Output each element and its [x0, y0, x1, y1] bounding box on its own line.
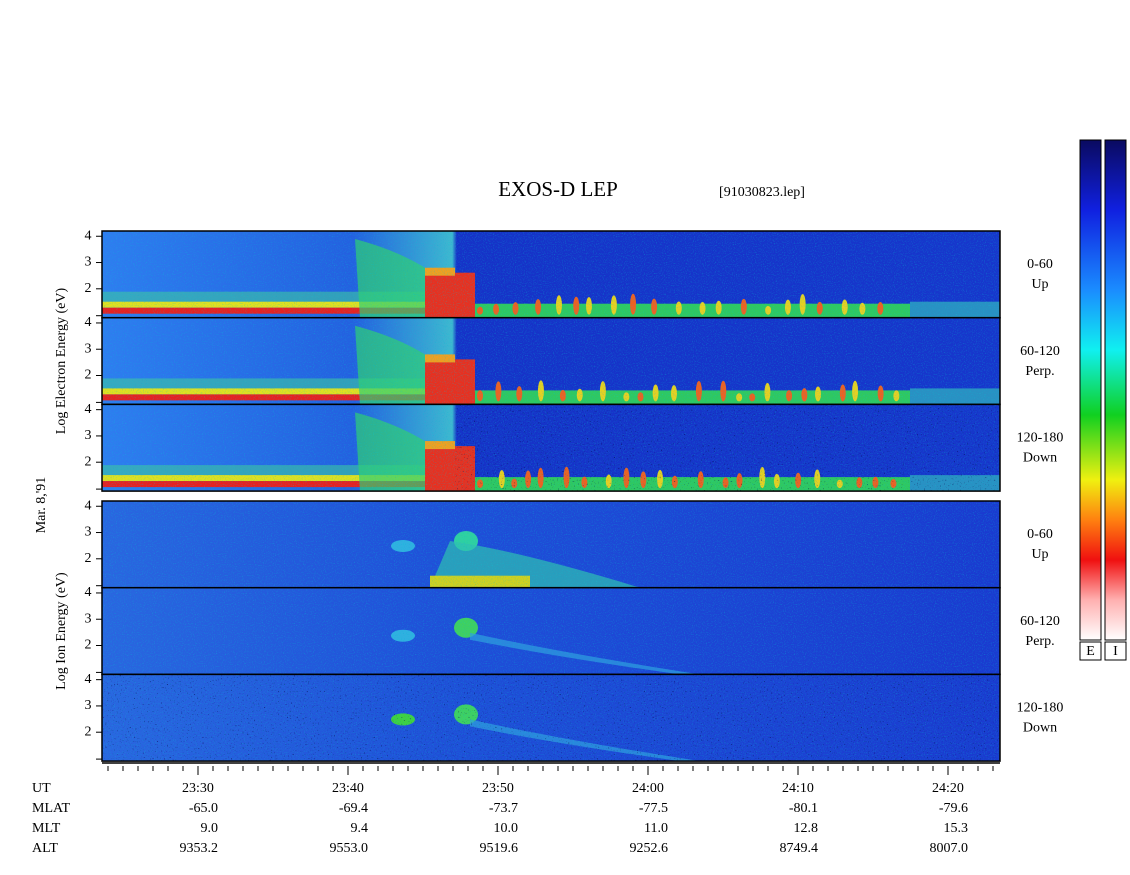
orbit-value: 9252.6 — [630, 841, 669, 856]
orbit-value: 10.0 — [494, 821, 519, 836]
panel-frame — [101, 403, 1001, 492]
colorbar — [1104, 139, 1127, 641]
orbit-value: 24:10 — [782, 781, 814, 796]
y-tick-label: 2 — [85, 454, 92, 469]
direction-label: Perp. — [1025, 364, 1054, 379]
angle-label: 60-120 — [1020, 614, 1060, 629]
orbit-value: 9553.0 — [330, 841, 369, 856]
y-tick-label: 3 — [85, 255, 92, 270]
orbit-value: 9.0 — [201, 821, 219, 836]
group-label: Log Ion Energy (eV) — [54, 572, 69, 690]
orbit-value: 24:20 — [932, 781, 964, 796]
orbit-value: 11.0 — [644, 821, 668, 836]
colorbar-label-box — [1104, 641, 1127, 661]
angle-label: 120-180 — [1017, 701, 1064, 716]
colorbar-label-box — [1079, 641, 1102, 661]
y-tick-label: 2 — [85, 281, 92, 296]
angle-label: 0-60 — [1027, 527, 1053, 542]
y-tick-label: 2 — [85, 638, 92, 653]
y-tick-label: 3 — [85, 341, 92, 356]
spectrogram — [102, 404, 1000, 492]
orbit-value: 23:50 — [482, 781, 514, 796]
y-tick-label: 4 — [85, 498, 92, 513]
orbit-value: -65.0 — [189, 801, 218, 816]
orbit-value: 23:30 — [182, 781, 214, 796]
direction-label: Down — [1023, 451, 1057, 466]
y-tick-label: 2 — [85, 724, 92, 739]
angle-label: 60-120 — [1020, 344, 1060, 359]
orbit-value: -73.7 — [489, 801, 518, 816]
orbit-value: 8749.4 — [780, 841, 819, 856]
orbit-value: 9.4 — [351, 821, 369, 836]
orbit-value: -69.4 — [339, 801, 368, 816]
orbit-value: 23:40 — [332, 781, 364, 796]
direction-label: Up — [1031, 277, 1048, 292]
noise — [102, 501, 1000, 588]
angle-label: 0-60 — [1027, 257, 1053, 272]
panel-frame — [101, 673, 1001, 762]
chart-title: EXOS-D LEP — [498, 177, 618, 201]
y-tick-label: 4 — [85, 402, 92, 417]
colorbar-label: I — [1113, 644, 1118, 659]
y-tick-label: 4 — [85, 672, 92, 687]
colorbar-label: E — [1086, 644, 1095, 659]
orbit-value: 9519.6 — [480, 841, 519, 856]
colorbar — [1079, 139, 1102, 641]
panels: Log Electron Energy (eV) 2 3 4 0-60 Up 2 3 4 60-1… — [54, 228, 1064, 762]
y-tick-label: 2 — [85, 368, 92, 383]
date-label: Mar. 8,'91 — [34, 477, 49, 534]
y-tick-label: 4 — [85, 315, 92, 330]
noise — [102, 231, 1000, 318]
spectrogram — [102, 231, 1000, 318]
spectrogram — [102, 501, 1000, 588]
y-tick-label: 3 — [85, 525, 92, 540]
direction-label: Up — [1031, 547, 1048, 562]
noise — [102, 587, 1000, 675]
orbit-value: 8007.0 — [930, 841, 969, 856]
orbit-value: 9353.2 — [180, 841, 219, 856]
orbit-value: 24:00 — [632, 781, 664, 796]
angle-label: 120-180 — [1017, 431, 1064, 446]
y-tick-label: 3 — [85, 611, 92, 626]
file-name: [91030823.lep] — [719, 185, 805, 200]
y-tick-label: 3 — [85, 698, 92, 713]
orbit-value: 12.8 — [794, 821, 819, 836]
orbit-value: 15.3 — [944, 821, 969, 836]
orbit-row-name: ALT — [32, 841, 58, 856]
y-tick-label: 4 — [85, 228, 92, 243]
orbit-row-name: MLAT — [32, 801, 71, 816]
orbit-value: -80.1 — [789, 801, 818, 816]
y-tick-label: 2 — [85, 551, 92, 566]
spectrogram — [102, 587, 1000, 675]
spectrogram — [102, 674, 1000, 762]
y-tick-label: 4 — [85, 585, 92, 600]
direction-label: Perp. — [1025, 634, 1054, 649]
noise — [102, 317, 1000, 405]
spectrogram — [102, 317, 1000, 405]
y-tick-label: 3 — [85, 428, 92, 443]
noise — [102, 674, 1000, 762]
orbit-row-name: UT — [32, 781, 51, 796]
direction-label: Down — [1023, 721, 1057, 736]
time-axis: UT 23:30 23:40 23:50 24:00 24:10 24:20 MLAT -65.… — [32, 762, 1000, 856]
orbit-value: -79.6 — [939, 801, 968, 816]
orbit-row-name: MLT — [32, 821, 61, 836]
orbit-value: -77.5 — [639, 801, 668, 816]
noise — [102, 404, 1000, 492]
group-label: Log Electron Energy (eV) — [54, 288, 69, 435]
